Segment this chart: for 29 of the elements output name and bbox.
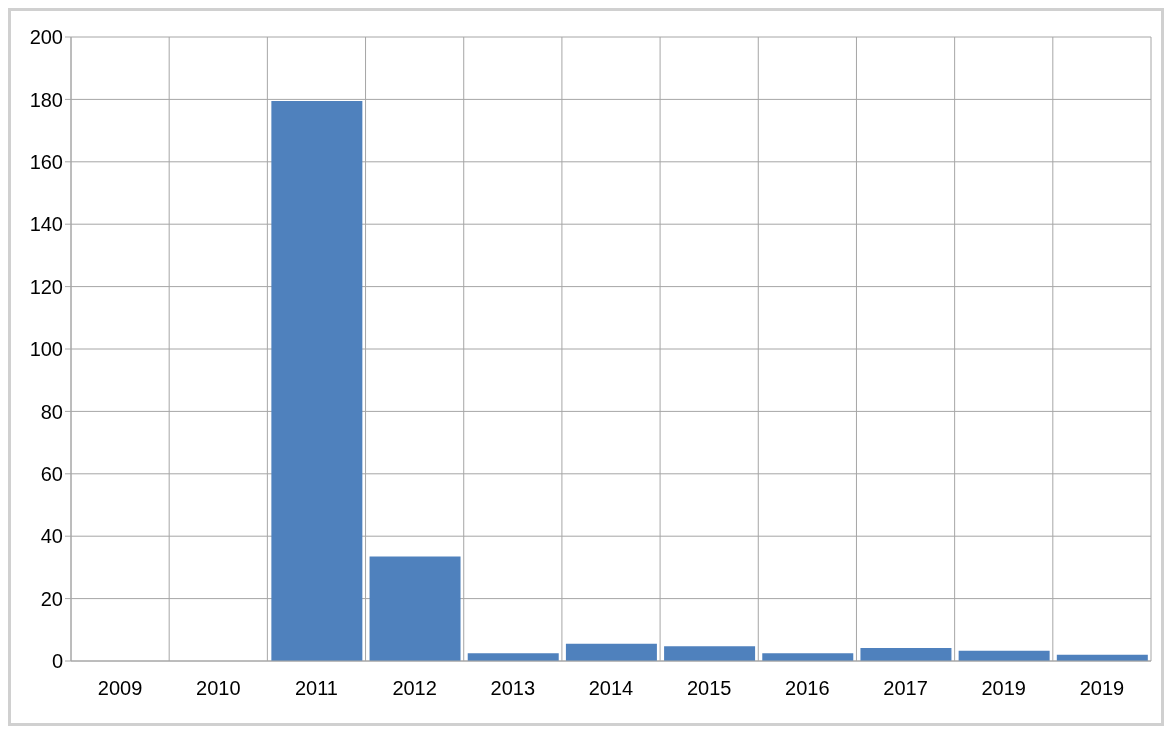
bar bbox=[467, 653, 559, 661]
bar bbox=[369, 556, 461, 661]
bar bbox=[762, 653, 854, 661]
y-tick-label: 40 bbox=[40, 525, 63, 548]
bar bbox=[565, 643, 657, 661]
y-tick-label: 80 bbox=[40, 400, 63, 423]
x-tick-label: 2013 bbox=[490, 677, 536, 700]
y-tick-label: 100 bbox=[29, 338, 63, 361]
x-tick-label: 2009 bbox=[97, 677, 143, 700]
y-tick-label: 160 bbox=[29, 150, 63, 173]
x-tick-label: 2011 bbox=[294, 677, 338, 700]
bar bbox=[271, 100, 363, 661]
y-tick-label: 120 bbox=[29, 275, 63, 298]
x-tick-label: 2019 bbox=[981, 677, 1026, 700]
y-tick-label: 140 bbox=[29, 213, 63, 236]
y-tick-label: 180 bbox=[29, 88, 63, 111]
x-tick-label: 2017 bbox=[883, 677, 928, 700]
x-tick-label: 2012 bbox=[392, 677, 437, 700]
x-tick-label: 2015 bbox=[686, 677, 732, 700]
x-tick-label: 2019 bbox=[1079, 677, 1125, 700]
y-tick-label: 200 bbox=[29, 26, 63, 49]
y-tick-label: 20 bbox=[40, 587, 63, 610]
bar bbox=[860, 647, 952, 661]
bar bbox=[664, 646, 756, 661]
y-tick-label: 0 bbox=[51, 650, 63, 673]
y-tick-label: 60 bbox=[40, 462, 63, 485]
x-tick-label: 2016 bbox=[785, 677, 830, 700]
x-tick-label: 2010 bbox=[196, 677, 241, 700]
x-tick-label: 2014 bbox=[588, 677, 634, 700]
